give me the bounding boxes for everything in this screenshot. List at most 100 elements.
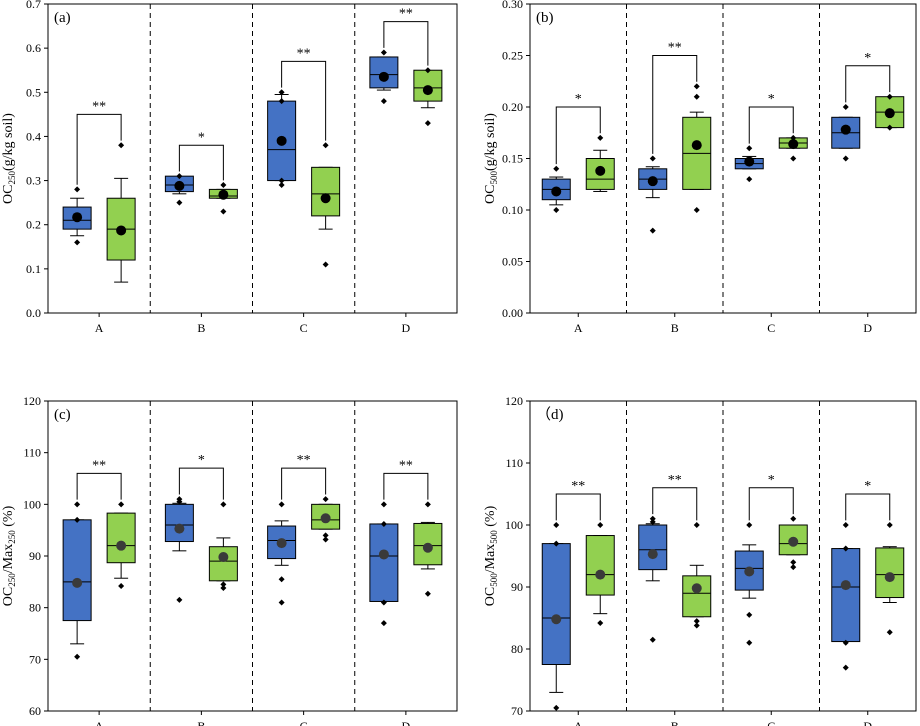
data-point [886,93,893,100]
data-point [649,515,656,522]
data-point [220,208,227,215]
data-point [424,67,431,74]
data-point [278,599,285,606]
significance-label: * [768,92,775,107]
x-tick-label: D [863,321,872,335]
blue-box-B [638,155,668,234]
bracket-line [281,60,327,141]
data-point [886,124,893,131]
blue-box-D [831,104,861,162]
significance-bracket: * [555,92,601,165]
significance-label: ** [92,458,106,473]
significance-bracket: * [178,453,224,500]
data-point [74,186,81,193]
blue-box-D [369,49,399,105]
box-body [541,543,571,665]
bracket-line [383,472,429,500]
y-tick-label: 70 [29,652,41,666]
mean-marker [218,189,229,200]
mean-marker [72,212,83,223]
y-tick-label: 110 [23,446,41,460]
significance-label: ** [399,7,413,22]
data-point [220,585,227,592]
y-axis-title: OC500/Max500 (%) [483,505,499,606]
data-point [380,599,387,606]
data-point [74,501,81,508]
data-point [278,177,285,184]
data-point [176,496,183,503]
mean-marker [647,176,658,187]
y-tick-label: 0.25 [502,49,523,63]
y-tick-label: 120 [23,394,41,408]
mean-marker [551,614,562,625]
significance-bracket: ** [76,99,122,185]
significance-label: ** [297,46,311,61]
green-box-C [778,515,808,571]
mean-marker [72,577,83,588]
data-point [790,564,797,571]
mean-marker [595,165,606,176]
mean-marker [378,71,389,82]
significance-label: * [864,51,871,66]
bracket-line [748,487,794,521]
box-body [164,503,194,543]
data-point [693,207,700,213]
blue-box-B [164,496,194,603]
significance-bracket: * [845,479,891,521]
mean-marker [116,540,127,551]
y-tick-label: 0.15 [502,152,523,166]
significance-bracket: * [748,473,794,521]
bracket-line [845,65,891,103]
data-point [380,49,387,56]
data-point [380,98,387,105]
green-box-D [875,93,905,131]
y-tick-label: 0.5 [26,85,41,99]
x-tick-label: C [300,321,308,335]
significance-bracket: ** [76,458,122,500]
significance-label: ** [668,473,682,488]
box-body [311,166,341,217]
data-point [322,532,329,539]
blue-box-C [267,501,297,606]
significance-label: ** [668,41,682,56]
data-point [220,181,227,188]
data-point [597,619,604,626]
bracket-line [281,467,327,500]
bracket-line [652,487,698,521]
data-point [693,93,700,100]
data-point [842,104,849,110]
y-tick-label: 60 [29,704,41,718]
data-point [790,155,797,162]
data-point [278,181,285,188]
bracket-line [76,472,122,500]
mean-marker [595,569,606,580]
mean-marker [691,140,702,151]
mean-marker [218,552,229,563]
data-point [118,501,125,508]
data-point [278,89,285,96]
data-point [886,522,893,528]
data-point [424,120,431,127]
data-point [842,664,849,671]
mean-marker [378,549,389,560]
panel-b: 0.00 0.05 0.10 0.15 0.20 0.25 0.30 A B C D OC500(g/… [483,0,917,335]
mean-marker [788,536,799,547]
significance-bracket: ** [281,453,327,500]
bracket-line [178,467,224,500]
panel-label: (b) [536,10,554,26]
significance-label: ** [297,453,311,468]
data-point [746,145,753,152]
y-tick-label: 90 [29,549,41,563]
data-point [176,173,183,180]
bracket-line [845,493,891,521]
data-point [553,207,560,213]
significance-label: * [198,130,205,145]
y-tick-label: 80 [29,601,41,615]
bracket-line [652,55,698,154]
y-tick-label: 0.6 [26,41,41,55]
data-point [693,522,700,528]
significance-label: ** [399,458,413,473]
x-tick-label: C [767,719,775,726]
blue-box-A [62,501,92,660]
data-point [176,596,183,603]
